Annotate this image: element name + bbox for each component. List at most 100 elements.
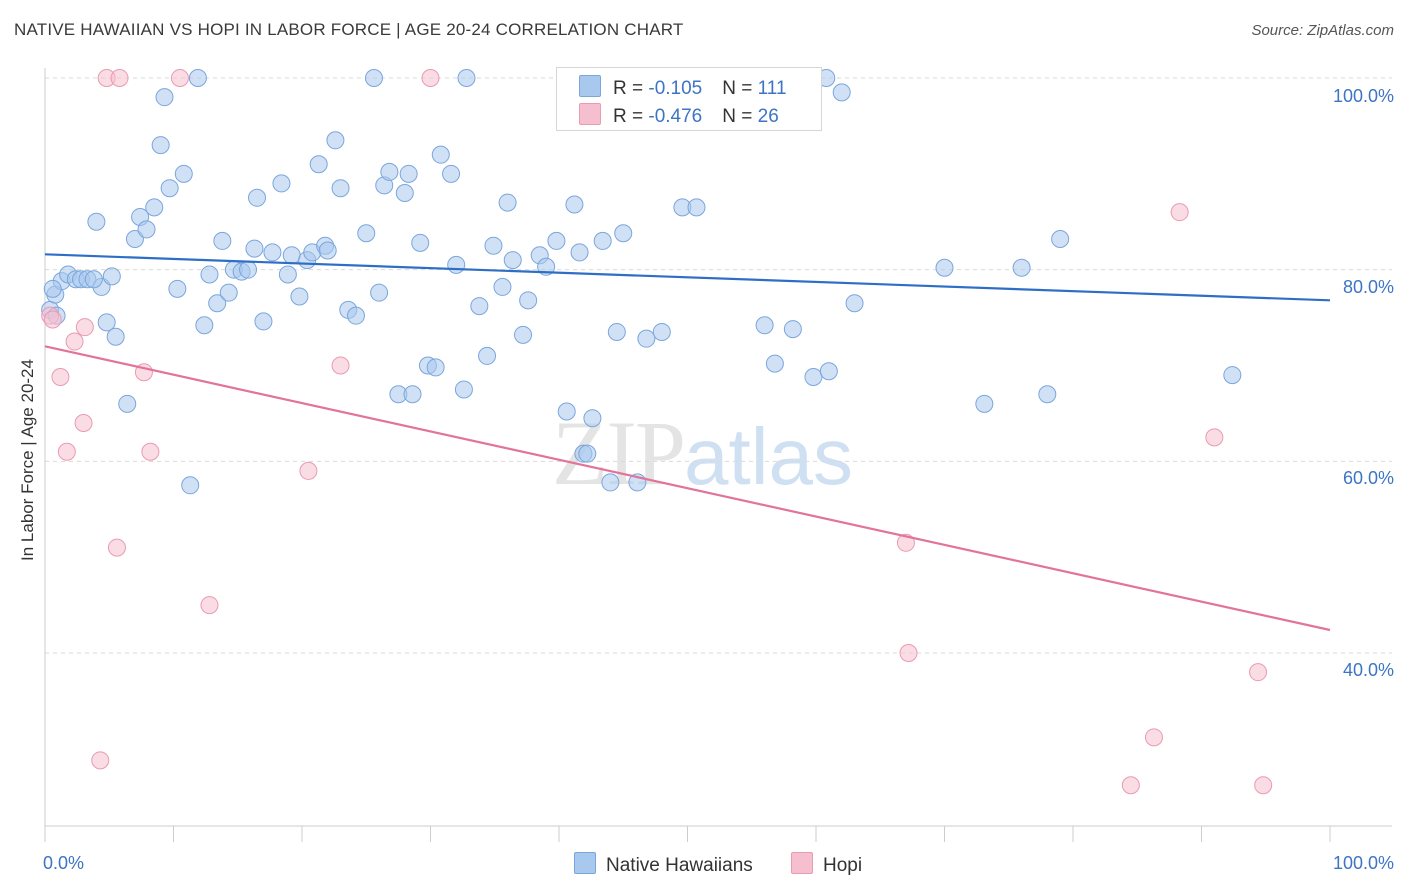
n-value: 111 <box>757 78 787 99</box>
n-value: 26 <box>757 106 779 127</box>
point-native-hawaiians <box>145 198 164 217</box>
chart-title: NATIVE HAWAIIAN VS HOPI IN LABOR FORCE |… <box>14 20 684 39</box>
point-native-hawaiians <box>593 231 612 250</box>
point-native-hawaiians <box>583 409 602 428</box>
point-native-hawaiians <box>755 316 774 335</box>
point-native-hawaiians <box>403 385 422 404</box>
point-native-hawaiians <box>578 444 597 463</box>
point-native-hawaiians <box>278 265 297 284</box>
point-native-hawaiians <box>493 277 512 296</box>
point-native-hawaiians <box>570 243 589 262</box>
trend-line-hopi <box>44 345 1331 632</box>
point-native-hawaiians <box>1012 258 1031 277</box>
point-hopi <box>899 644 918 662</box>
source-label: Source: ZipAtlas.com <box>1251 22 1394 39</box>
watermark-zip: ZIP <box>552 402 686 504</box>
point-native-hawaiians <box>331 179 350 198</box>
y-tick-label: 80.0% <box>1342 277 1394 297</box>
point-native-hawaiians <box>765 354 784 373</box>
point-hopi <box>75 318 94 337</box>
point-native-hawaiians <box>557 402 576 421</box>
legend-row-native-hawaiians: R = -0.105 N = 111 <box>579 75 787 99</box>
point-native-hawaiians <box>106 327 125 346</box>
x-tick-label: 0.0% <box>43 853 85 873</box>
point-hopi <box>896 533 915 552</box>
point-native-hawaiians <box>125 230 144 248</box>
point-native-hawaiians <box>357 224 376 243</box>
point-native-hawaiians <box>151 136 170 155</box>
point-native-hawaiians <box>263 243 282 262</box>
point-native-hawaiians <box>160 179 179 198</box>
point-hopi <box>91 751 110 770</box>
r-label: R = <box>613 78 649 99</box>
point-native-hawaiians <box>87 212 106 231</box>
point-native-hawaiians <box>478 346 497 365</box>
point-native-hawaiians <box>975 394 994 413</box>
point-native-hawaiians <box>282 246 301 265</box>
point-native-hawaiians <box>652 322 671 341</box>
point-hopi <box>170 69 189 87</box>
point-native-hawaiians <box>426 358 445 377</box>
stats-legend: R = -0.105 N = 111 R = -0.476 N = 26 <box>556 67 822 131</box>
point-hopi <box>110 69 129 87</box>
point-native-hawaiians <box>219 283 238 302</box>
point-native-hawaiians <box>168 279 187 298</box>
legend-label: Native Hawaiians <box>606 855 753 876</box>
point-native-hawaiians <box>637 329 656 348</box>
point-native-hawaiians <box>457 69 476 87</box>
point-native-hawaiians <box>188 69 207 87</box>
watermark-atlas: atlas <box>684 412 853 501</box>
point-hopi <box>421 69 440 87</box>
legend-swatch <box>579 75 601 97</box>
r-label: R = <box>613 106 649 127</box>
point-native-hawaiians <box>208 294 227 313</box>
point-native-hawaiians <box>84 270 103 289</box>
x-tick-label: 100.0% <box>1332 853 1394 873</box>
trend-line-native-hawaiians <box>44 253 1331 302</box>
point-hopi <box>1254 776 1273 795</box>
point-native-hawaiians <box>309 155 328 174</box>
point-hopi <box>1170 203 1189 222</box>
point-native-hawaiians <box>832 83 851 102</box>
point-native-hawaiians <box>514 325 533 344</box>
r-value: -0.105 <box>648 78 703 99</box>
point-native-hawaiians <box>804 368 823 386</box>
point-native-hawaiians <box>254 312 273 331</box>
point-native-hawaiians <box>819 362 838 381</box>
point-native-hawaiians <box>346 306 365 325</box>
point-native-hawaiians <box>783 320 802 339</box>
point-native-hawaiians <box>399 164 418 183</box>
point-native-hawaiians <box>431 145 450 164</box>
point-native-hawaiians <box>454 380 473 399</box>
legend-row-hopi: R = -0.476 N = 26 <box>579 103 779 127</box>
point-native-hawaiians <box>484 236 503 255</box>
watermark: ZIPatlas <box>552 400 853 506</box>
point-native-hawaiians <box>364 69 383 87</box>
point-native-hawaiians <box>245 239 264 258</box>
point-native-hawaiians <box>380 162 399 181</box>
point-native-hawaiians <box>97 313 116 332</box>
point-hopi <box>1144 728 1163 747</box>
point-native-hawaiians <box>200 265 219 284</box>
legend-swatch <box>579 103 601 125</box>
point-native-hawaiians <box>370 283 389 302</box>
point-native-hawaiians <box>935 258 954 277</box>
r-value: -0.476 <box>648 106 703 127</box>
n-label: N = <box>722 78 758 99</box>
point-native-hawaiians <box>1038 385 1057 404</box>
point-native-hawaiians <box>519 291 538 310</box>
point-hopi <box>57 442 76 461</box>
point-hopi <box>43 310 62 329</box>
point-native-hawaiians <box>447 255 466 274</box>
legend-swatch <box>791 852 813 874</box>
point-native-hawaiians <box>239 260 258 279</box>
point-native-hawaiians <box>326 131 345 150</box>
point-native-hawaiians <box>318 241 337 260</box>
point-hopi <box>1121 776 1140 795</box>
point-native-hawaiians <box>601 473 620 492</box>
point-native-hawaiians <box>155 88 174 107</box>
point-hopi <box>1205 428 1224 447</box>
point-native-hawaiians <box>607 322 626 341</box>
legend-label: Hopi <box>823 855 863 876</box>
